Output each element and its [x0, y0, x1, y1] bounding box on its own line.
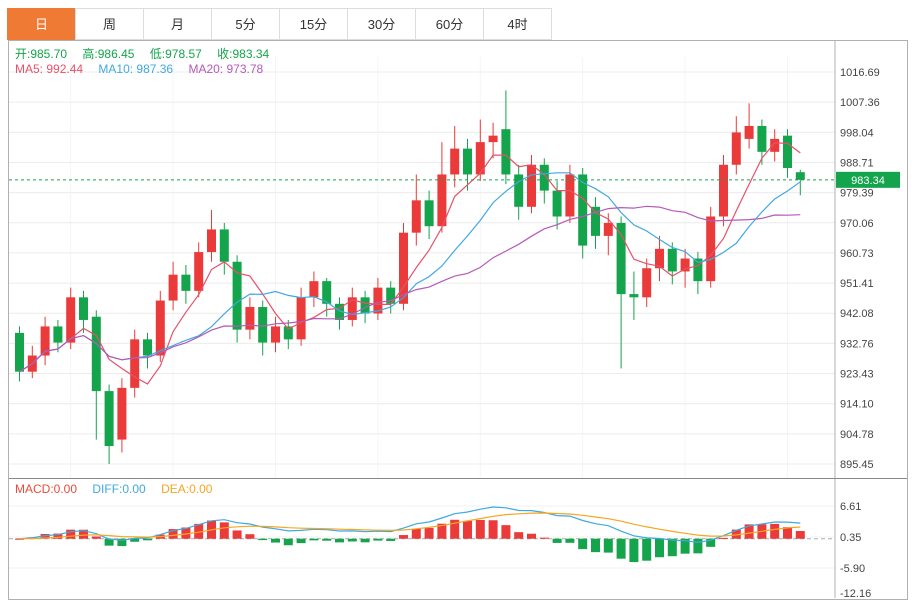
- main-chart-canvas[interactable]: 1016.69 1007.36 998.04 988.71 979.39 970.06 96…: [9, 41, 907, 478]
- ohlc-readout: 开:985.70 高:986.45 低:978.57 收:983.34: [15, 45, 281, 62]
- svg-text:998.04: 998.04: [840, 127, 874, 139]
- tab-5min[interactable]: 5分: [211, 8, 280, 40]
- ma-line-ma10: [19, 172, 801, 373]
- ma-line-ma20: [19, 205, 801, 373]
- svg-text:1007.36: 1007.36: [840, 97, 880, 109]
- macd-grid: 6.61 0.35 -5.90 -12.16: [9, 501, 871, 598]
- svg-text:970.06: 970.06: [840, 218, 874, 230]
- open-value: 开:985.70: [15, 47, 68, 61]
- tab-month[interactable]: 月: [143, 8, 212, 40]
- svg-text:1016.69: 1016.69: [840, 67, 880, 79]
- svg-text:988.71: 988.71: [840, 157, 874, 169]
- svg-text:0.35: 0.35: [840, 532, 861, 544]
- tab-30min[interactable]: 30分: [347, 8, 416, 40]
- ma-readout: MA5: 992.44 MA10: 987.36 MA20: 973.78: [15, 62, 275, 76]
- svg-text:951.41: 951.41: [840, 278, 874, 290]
- svg-text:983.34: 983.34: [851, 175, 885, 187]
- svg-text:914.10: 914.10: [840, 399, 874, 411]
- dea-line: [19, 512, 801, 540]
- macd-readout: MACD:0.00 DIFF:0.00 DEA:0.00: [15, 482, 224, 496]
- current-price-tag: 983.34: [836, 171, 900, 188]
- diff-value: DIFF:0.00: [92, 482, 146, 496]
- chart-box: 1016.69 1007.36 998.04 988.71 979.39 970.06 96…: [8, 40, 908, 600]
- svg-text:904.78: 904.78: [840, 429, 874, 441]
- tab-4hour[interactable]: 4时: [483, 8, 552, 40]
- candles: [15, 90, 805, 464]
- timeframe-tabs: 日 周 月 5分 15分 30分 60分 4时: [7, 8, 552, 40]
- ma-line-ma5: [19, 142, 801, 385]
- low-value: 低:978.57: [149, 47, 202, 61]
- dea-value: DEA:0.00: [161, 482, 213, 496]
- svg-text:960.73: 960.73: [840, 248, 874, 260]
- svg-text:942.08: 942.08: [840, 308, 874, 320]
- macd-value: MACD:0.00: [15, 482, 78, 496]
- price-grid: 1016.69 1007.36 998.04 988.71 979.39 970.06 96…: [9, 57, 880, 478]
- svg-text:895.45: 895.45: [840, 459, 874, 471]
- main-chart-panel[interactable]: 1016.69 1007.36 998.04 988.71 979.39 970.06 96…: [9, 41, 907, 478]
- ma10-value: MA10: 987.36: [98, 62, 174, 76]
- svg-text:-12.16: -12.16: [840, 588, 871, 598]
- ma5-value: MA5: 992.44: [15, 62, 84, 76]
- macd-chart-canvas[interactable]: 6.61 0.35 -5.90 -12.16: [9, 479, 907, 598]
- tab-week[interactable]: 周: [75, 8, 144, 40]
- tab-60min[interactable]: 60分: [415, 8, 484, 40]
- ma20-value: MA20: 973.78: [188, 62, 264, 76]
- close-value: 收:983.34: [217, 47, 270, 61]
- tab-15min[interactable]: 15分: [279, 8, 348, 40]
- svg-text:-5.90: -5.90: [840, 563, 865, 575]
- tab-day[interactable]: 日: [7, 8, 76, 40]
- high-value: 高:986.45: [82, 47, 135, 61]
- svg-text:923.43: 923.43: [840, 369, 874, 381]
- svg-text:6.61: 6.61: [840, 501, 861, 513]
- macd-panel[interactable]: 6.61 0.35 -5.90 -12.16 MACD:0.00 DIFF:0.00 …: [9, 478, 907, 599]
- svg-text:979.39: 979.39: [840, 188, 874, 200]
- svg-text:932.76: 932.76: [840, 338, 874, 350]
